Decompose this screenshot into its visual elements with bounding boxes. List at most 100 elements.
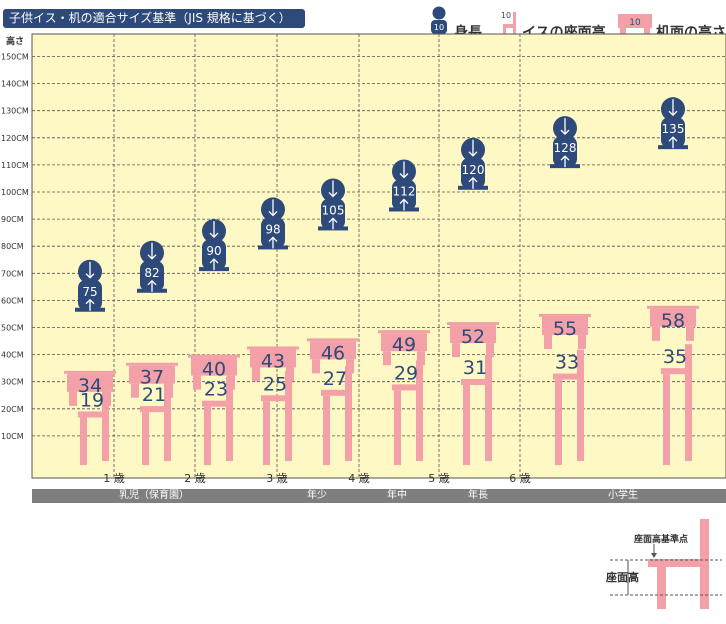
period-nencho: 年長 bbox=[468, 490, 488, 501]
desk-marker-top bbox=[539, 313, 591, 317]
chair-marker-back bbox=[226, 376, 233, 461]
desk-marker-top bbox=[647, 305, 699, 309]
height-marker-arrow bbox=[668, 136, 678, 142]
height-marker-body bbox=[202, 239, 226, 271]
chair-marker: 29 bbox=[392, 360, 423, 465]
chair-marker: 27 bbox=[321, 365, 352, 465]
desk-marker-top bbox=[447, 322, 499, 326]
chair-marker: 23 bbox=[202, 376, 233, 465]
height-value: 75 bbox=[82, 285, 97, 299]
seat-value: 23 bbox=[204, 379, 228, 401]
chair-marker-back bbox=[485, 354, 492, 461]
height-marker-body bbox=[78, 279, 102, 311]
chair-marker-back bbox=[102, 387, 109, 461]
legend-icon-number: 10 bbox=[434, 23, 444, 32]
desk-marker: 43 bbox=[247, 346, 299, 382]
chair-marker-seat bbox=[392, 384, 422, 391]
height-marker-body bbox=[140, 260, 164, 292]
chair-marker-leg bbox=[263, 401, 270, 465]
height-marker-arrow bbox=[468, 151, 478, 157]
x-tick-label: 4 歳 bbox=[348, 472, 370, 485]
height-marker-arrow bbox=[209, 232, 219, 239]
height-marker-arrow bbox=[328, 217, 338, 223]
chair-marker-leg bbox=[394, 390, 401, 465]
desk-value: 49 bbox=[392, 334, 416, 356]
desk-marker-top bbox=[64, 370, 116, 374]
desk-marker: 55 bbox=[539, 313, 591, 349]
desk-marker-panel bbox=[650, 308, 696, 327]
height-marker-arrow bbox=[85, 298, 95, 305]
height-marker: 120 bbox=[458, 137, 488, 190]
y-tick-label: 150CM bbox=[1, 53, 29, 62]
period-nenchu: 年中 bbox=[387, 490, 407, 501]
chair-marker-seat bbox=[261, 395, 291, 402]
height-value: 135 bbox=[662, 122, 685, 136]
seat-reference-label: 座面高基準点 bbox=[633, 533, 688, 545]
height-marker-arrow bbox=[668, 110, 678, 117]
y-tick-label: 60CM bbox=[1, 296, 24, 305]
y-tick-label: 120CM bbox=[1, 134, 29, 143]
desk-marker: 52 bbox=[447, 322, 499, 358]
height-value: 112 bbox=[393, 184, 416, 198]
desk-marker-panel bbox=[381, 333, 427, 352]
y-tick-label: 100CM bbox=[1, 188, 29, 197]
height-marker-body bbox=[321, 198, 345, 230]
desk-marker-leg bbox=[652, 326, 660, 341]
chart-title: 子供イス・机の適合サイズ基準（JIS 規格に基づく） bbox=[3, 9, 305, 28]
desk-value: 46 bbox=[321, 342, 345, 364]
height-marker: 105 bbox=[318, 178, 348, 231]
desk-value: 58 bbox=[661, 310, 685, 332]
chair-marker: 31 bbox=[461, 354, 492, 465]
y-axis-label: 高さ bbox=[6, 35, 24, 47]
chair-marker-leg bbox=[80, 417, 87, 465]
desk-marker-leg bbox=[417, 351, 425, 366]
age-period-bar: 乳児（保育園） 年少 年中 年長 小学生 bbox=[32, 489, 726, 503]
x-tick-label: 1 歳 bbox=[103, 472, 125, 485]
seat-value: 29 bbox=[394, 362, 418, 384]
height-value: 82 bbox=[144, 266, 159, 280]
chair-marker: 25 bbox=[261, 371, 292, 465]
chair-icon: 10 bbox=[501, 11, 516, 38]
height-value: 120 bbox=[462, 163, 485, 177]
y-tick-label: 130CM bbox=[1, 107, 29, 116]
chair-marker-seat bbox=[78, 411, 108, 418]
y-tick-label: 10CM bbox=[1, 432, 24, 441]
chair-marker-leg bbox=[142, 412, 149, 465]
height-marker: 98 bbox=[258, 197, 288, 250]
desk-marker-panel bbox=[129, 365, 175, 384]
chair-marker-seat bbox=[553, 373, 583, 380]
height-value: 128 bbox=[554, 141, 577, 155]
seat-value: 21 bbox=[142, 384, 166, 406]
chair-marker-seat bbox=[661, 368, 691, 375]
period-elementary: 小学生 bbox=[608, 490, 638, 501]
y-tick-label: 80CM bbox=[1, 242, 24, 251]
legend-icon-number: 10 bbox=[501, 11, 511, 20]
height-marker-arrow bbox=[268, 210, 278, 217]
y-tick-label: 110CM bbox=[1, 161, 29, 170]
desk-marker-leg bbox=[312, 359, 320, 374]
chair-marker: 33 bbox=[553, 349, 584, 465]
chair-marker: 21 bbox=[140, 382, 171, 465]
chair-marker-leg bbox=[663, 374, 670, 465]
desk-marker: 58 bbox=[647, 305, 699, 341]
height-marker-arrow bbox=[468, 176, 478, 183]
height-value: 98 bbox=[265, 222, 280, 236]
chair-marker-back bbox=[345, 365, 352, 461]
desk-marker-panel bbox=[191, 357, 237, 376]
plot-area bbox=[31, 33, 726, 479]
chart-plot: 10CM 20CM 30CM 40CM 50CM 60CM 70CM 80CM 90CM 100C… bbox=[1, 33, 726, 485]
desk-value: 34 bbox=[78, 375, 102, 397]
desk-marker-leg bbox=[69, 391, 77, 406]
seat-height-diagram: 座面高基準点 座面高 bbox=[605, 519, 722, 609]
seat-value: 27 bbox=[323, 368, 347, 390]
height-marker-arrow bbox=[560, 155, 570, 161]
y-tick-label: 140CM bbox=[1, 80, 29, 89]
height-marker-body bbox=[261, 217, 285, 249]
desk-marker: 49 bbox=[378, 330, 430, 366]
desk-marker-leg bbox=[131, 383, 139, 398]
seat-height-label: 座面高 bbox=[605, 570, 639, 584]
y-tick-label: 70CM bbox=[1, 269, 24, 278]
height-marker: 112 bbox=[389, 159, 419, 212]
height-value: 90 bbox=[206, 244, 221, 258]
chair-marker: 35 bbox=[661, 344, 692, 465]
